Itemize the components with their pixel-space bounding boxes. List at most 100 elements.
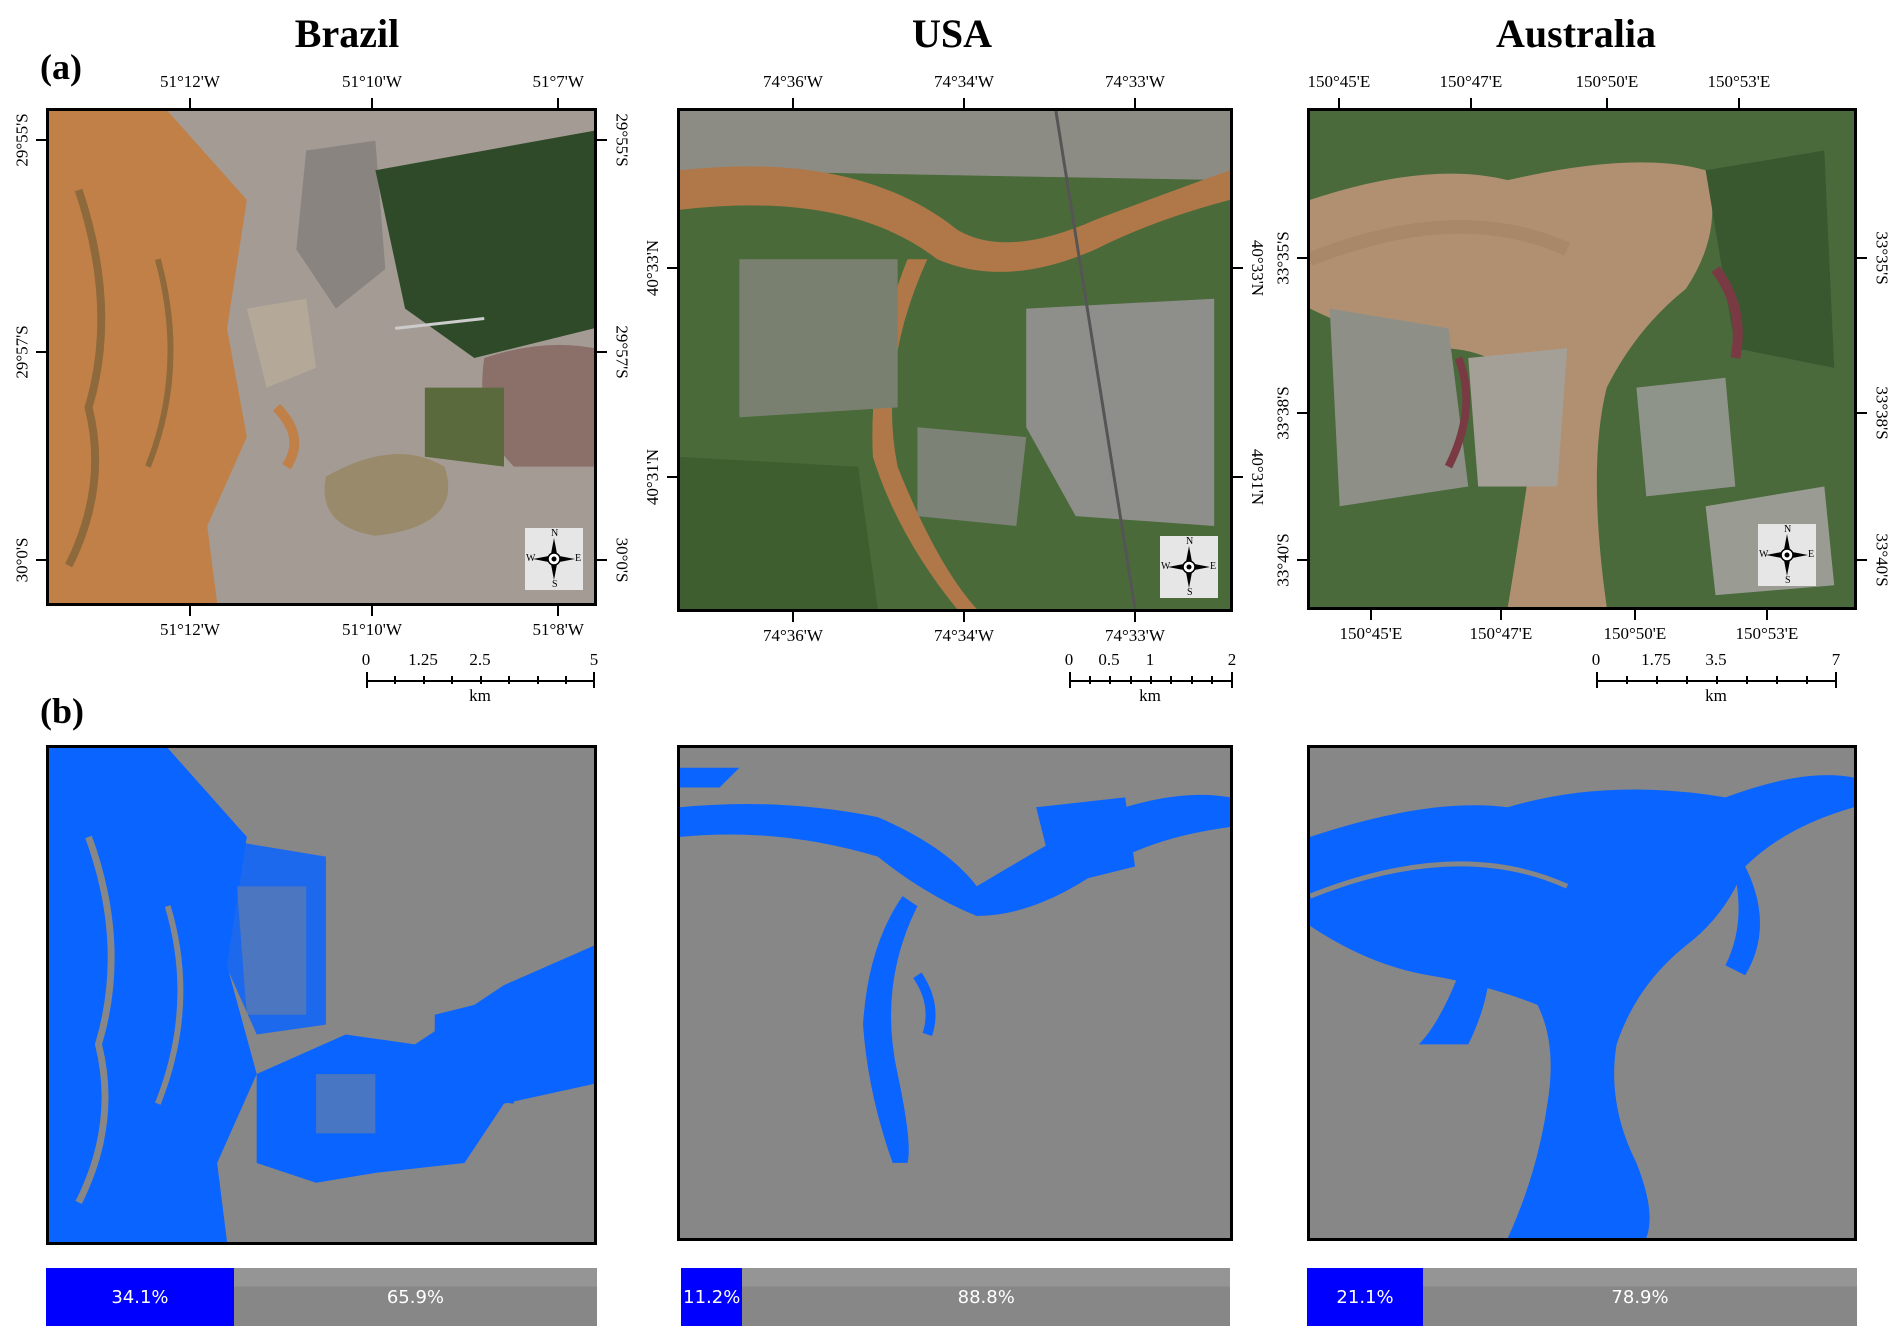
flood-mask-usa [677,745,1233,1241]
satellite-image-brazil [49,111,594,603]
compass-south: S [1187,587,1193,598]
compass-icon [533,538,575,580]
compass-west: W [1161,561,1171,572]
compass-rose-australia: N S E W [1758,524,1816,586]
flood-mask-image-australia [1310,748,1854,1238]
flood-percentage-bar-usa: 11.2% 88.8% [681,1268,1230,1326]
right-latitude-label: 40°33'N [1248,239,1268,297]
left-latitude-label: 33°40'S [1273,533,1293,587]
bottom-longitude-label: 150°53'E [1735,624,1799,643]
scale-label: 1 [1145,650,1155,669]
non-flooded-segment: 88.8% [742,1268,1230,1326]
compass-south: S [1785,575,1791,586]
right-latitude-label: 33°38'S [1872,386,1892,440]
compass-east: E [1808,549,1815,560]
flooded-segment: 11.2% [681,1268,743,1326]
top-tick-mark [1338,98,1340,108]
column-title-brazil: Brazil [294,11,400,56]
top-longitude-label: 150°53'E [1707,72,1771,91]
panel-label-b: (b) [40,691,84,731]
compass-rose-usa: N S E W [1160,536,1218,598]
top-tick-mark [1738,98,1740,108]
right-tick-mark [1857,257,1867,259]
right-tick-mark [1857,412,1867,414]
right-tick-mark [1857,559,1867,561]
bottom-longitude-label: 51°8'W [532,620,584,639]
bottom-longitude-label: 150°50'E [1603,624,1667,643]
top-tick-mark [371,98,373,108]
left-latitude-label: 30°0'S [11,537,31,583]
scale-label: 0.5 [1098,650,1120,669]
satellite-image-usa [680,111,1230,609]
top-tick-mark [1134,98,1136,108]
bottom-longitude-label: 150°45'E [1339,624,1403,643]
flood-mask-australia [1307,745,1857,1241]
top-tick-mark [557,98,559,108]
non-flooded-percentage: 65.9% [386,1286,445,1308]
left-latitude-label: 40°33'N [643,239,663,297]
scale-label: 0 [1064,650,1074,669]
scale-label: 2.5 [469,650,491,669]
top-tick-mark [792,98,794,108]
column-title-australia: Australia [1496,11,1656,56]
bottom-tick-mark [963,612,965,622]
bottom-tick-mark [371,606,373,616]
scale-label: 0 [361,650,371,669]
flooded-segment: 21.1% [1307,1268,1424,1326]
bottom-longitude-label: 51°10'W [342,620,402,639]
compass-north: N [551,528,559,539]
top-longitude-label: 51°10'W [342,72,402,91]
left-latitude-label: 33°35'S [1273,231,1293,285]
left-tick-mark [667,476,677,478]
top-tick-mark [1470,98,1472,108]
left-tick-mark [36,559,46,561]
left-latitude-label: 40°31'N [643,448,663,506]
flooded-segment: 34.1% [46,1268,234,1326]
bottom-tick-mark [1634,610,1636,620]
non-flooded-segment: 65.9% [233,1268,597,1326]
left-latitude-label: 29°57'S [12,325,32,379]
non-flooded-segment: 78.9% [1423,1268,1857,1326]
scale-unit: km [469,686,491,705]
right-latitude-label: 33°40'S [1872,533,1892,587]
left-tick-mark [1297,559,1307,561]
right-tick-mark [1233,267,1243,269]
flood-mask-brazil [46,745,597,1245]
bottom-tick-mark [1500,610,1502,620]
satellite-map-brazil [46,108,597,606]
flooded-percentage: 34.1% [111,1286,169,1308]
compass-north: N [1784,524,1792,535]
scale-unit: km [1139,686,1161,705]
right-latitude-label: 29°57'S [612,325,632,379]
compass-east: E [1210,561,1217,572]
scale-label: 1.75 [1641,650,1671,669]
left-tick-mark [36,351,46,353]
left-tick-mark [667,267,677,269]
scale-unit: km [1705,686,1727,705]
right-latitude-label: 30°0'S [611,537,631,583]
compass-icon [1766,534,1808,576]
compass-south: S [552,579,558,590]
scale-label: 0 [1591,650,1601,669]
scale-label: 5 [589,650,599,669]
bottom-longitude-label: 51°12'W [160,620,220,639]
compass-rose-brazil: N S E W [525,528,583,590]
right-tick-mark [597,351,607,353]
bottom-tick-mark [189,606,191,616]
right-tick-mark [597,139,607,141]
flood-percentage-bar-brazil: 34.1% 65.9% [46,1268,597,1326]
non-flooded-percentage: 88.8% [957,1286,1015,1308]
bottom-longitude-label: 74°36'W [763,626,823,645]
compass-west: W [526,553,536,564]
bottom-tick-mark [557,606,559,616]
compass-north: N [1186,536,1194,547]
top-longitude-label: 150°47'E [1439,72,1503,91]
top-longitude-label: 74°34'W [934,72,994,91]
bottom-tick-mark [792,612,794,622]
non-flooded-percentage: 78.9% [1611,1286,1669,1308]
compass-west: W [1759,549,1769,560]
top-tick-mark [1606,98,1608,108]
bottom-tick-mark [1134,612,1136,622]
scale-label: 7 [1831,650,1841,669]
left-tick-mark [1297,257,1307,259]
